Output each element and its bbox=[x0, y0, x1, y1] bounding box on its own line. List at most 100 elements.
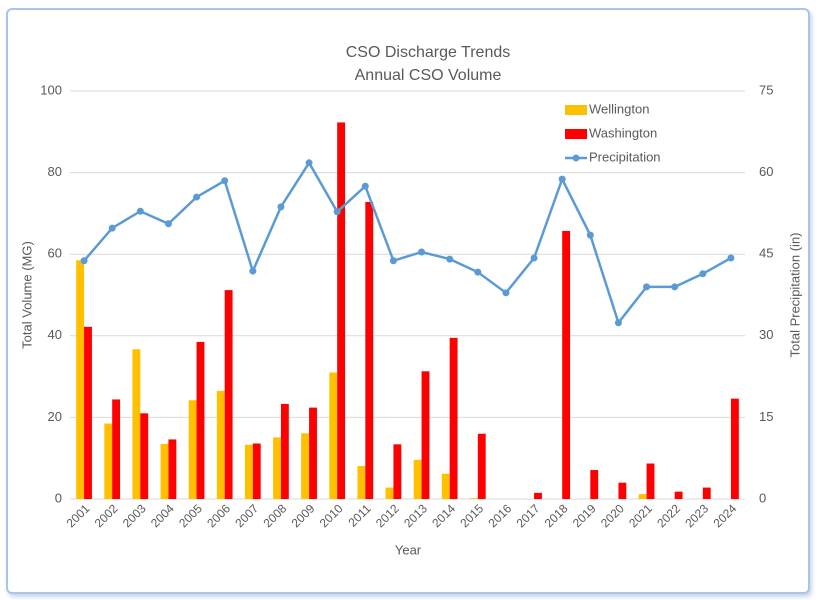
y-tick-label: 80 bbox=[48, 164, 62, 179]
bar bbox=[618, 482, 627, 499]
bar bbox=[244, 444, 253, 499]
bar bbox=[301, 433, 310, 499]
x-tick-label: 2016 bbox=[486, 501, 515, 530]
chart-subtitle: Annual CSO Volume bbox=[355, 67, 502, 84]
bar bbox=[104, 423, 113, 499]
bar bbox=[730, 398, 739, 499]
x-tick-label: 2008 bbox=[261, 501, 290, 530]
point bbox=[164, 220, 172, 228]
point bbox=[136, 207, 144, 215]
x-tick-label: 2018 bbox=[542, 501, 571, 530]
bar bbox=[562, 230, 571, 499]
y2-tick-label: 15 bbox=[759, 409, 773, 424]
point bbox=[727, 254, 735, 262]
bar bbox=[224, 290, 233, 499]
x-tick-label: 2023 bbox=[682, 501, 711, 530]
point bbox=[418, 248, 426, 256]
bar bbox=[252, 443, 261, 499]
y-tick-label: 20 bbox=[48, 409, 62, 424]
bar bbox=[413, 459, 422, 499]
point bbox=[699, 270, 707, 278]
bar bbox=[421, 371, 430, 499]
y2-tick-label: 60 bbox=[759, 164, 773, 179]
point bbox=[586, 231, 594, 239]
point bbox=[333, 208, 341, 216]
legend-swatch bbox=[565, 105, 587, 115]
bar bbox=[160, 443, 169, 499]
bar bbox=[590, 470, 599, 499]
x-tick-label: 2006 bbox=[204, 501, 233, 530]
legend-label: Washington bbox=[589, 125, 657, 140]
bar bbox=[140, 413, 149, 499]
y2-tick-label: 75 bbox=[759, 82, 773, 97]
chart-title: CSO Discharge Trends bbox=[346, 44, 511, 61]
bar bbox=[365, 201, 374, 499]
point bbox=[474, 268, 482, 276]
x-tick-label: 2013 bbox=[401, 501, 430, 530]
bar bbox=[329, 372, 338, 499]
y-tick-label: 40 bbox=[48, 327, 62, 342]
bar bbox=[84, 326, 92, 499]
bar bbox=[280, 403, 289, 499]
x-tick-label: 2015 bbox=[457, 501, 486, 530]
bar bbox=[674, 491, 683, 499]
point bbox=[389, 257, 397, 265]
y-axis-label: Total Volume (MG) bbox=[19, 241, 34, 349]
x-tick-label: 2007 bbox=[232, 501, 261, 530]
bar bbox=[477, 433, 486, 499]
bar bbox=[385, 487, 394, 499]
x-tick-label: 2011 bbox=[346, 501, 374, 529]
x-tick-label: 2022 bbox=[654, 501, 683, 530]
point bbox=[446, 255, 454, 263]
x-tick-label: 2005 bbox=[176, 501, 205, 530]
point bbox=[502, 289, 510, 297]
bar bbox=[168, 439, 177, 499]
point bbox=[530, 254, 538, 262]
bar bbox=[646, 463, 655, 499]
bar bbox=[469, 498, 478, 499]
x-tick-label: 2001 bbox=[64, 501, 93, 530]
bar bbox=[196, 341, 205, 499]
bar bbox=[357, 465, 366, 499]
point bbox=[614, 319, 622, 327]
y-tick-label: 60 bbox=[48, 246, 62, 261]
x-tick-label: 2004 bbox=[148, 501, 177, 530]
point bbox=[249, 267, 257, 275]
x-tick-label: 2014 bbox=[429, 501, 458, 530]
bar bbox=[76, 260, 85, 499]
bar bbox=[393, 444, 402, 499]
legend-label: Precipitation bbox=[589, 149, 661, 164]
bar bbox=[188, 400, 197, 499]
y-tick-label: 0 bbox=[55, 490, 62, 505]
bar bbox=[309, 407, 317, 499]
x-tick-label: 2010 bbox=[317, 501, 346, 530]
point bbox=[277, 203, 285, 211]
y2-axis-label: Total Precipitation (in) bbox=[787, 233, 802, 358]
y2-tick-label: 30 bbox=[759, 327, 773, 342]
x-tick-label: 2017 bbox=[514, 501, 543, 530]
point bbox=[671, 283, 679, 291]
x-tick-label: 2019 bbox=[570, 501, 599, 530]
x-tick-label: 2024 bbox=[711, 501, 740, 530]
bar bbox=[534, 492, 542, 499]
bar bbox=[702, 487, 711, 499]
bar bbox=[638, 494, 647, 499]
point bbox=[643, 283, 651, 291]
point bbox=[305, 159, 313, 167]
point bbox=[108, 224, 116, 232]
x-tick-label: 2020 bbox=[598, 501, 627, 530]
y-tick-label: 100 bbox=[40, 82, 62, 97]
point bbox=[558, 175, 566, 183]
bar bbox=[132, 349, 141, 499]
legend-label: Wellington bbox=[589, 101, 649, 116]
point bbox=[221, 177, 229, 185]
point bbox=[193, 193, 201, 201]
legend-point bbox=[572, 154, 580, 162]
x-tick-label: 2021 bbox=[626, 501, 655, 530]
x-tick-label: 2003 bbox=[120, 501, 149, 530]
bar bbox=[441, 473, 450, 499]
bar bbox=[449, 337, 458, 499]
bar bbox=[216, 390, 225, 499]
